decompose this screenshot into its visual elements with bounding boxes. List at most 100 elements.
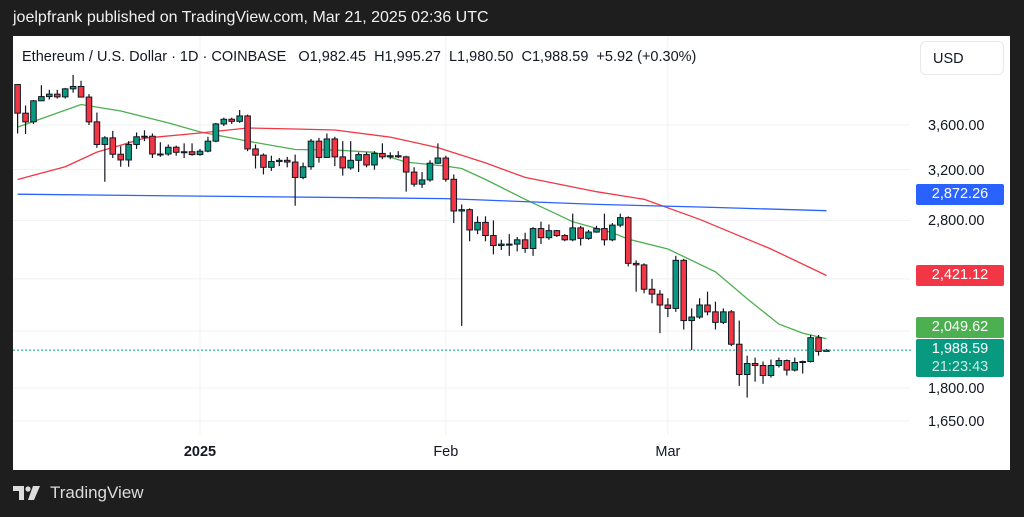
candle-body (529, 228, 537, 249)
candle (442, 155, 450, 182)
candle (537, 221, 545, 245)
candle (188, 143, 196, 156)
candle-body (141, 135, 148, 138)
candle (728, 310, 735, 347)
candle (640, 263, 648, 294)
candle (672, 255, 680, 312)
candle-body (505, 243, 513, 246)
candle (656, 290, 664, 334)
candle (815, 334, 822, 356)
candle (521, 232, 529, 253)
candle (212, 122, 220, 143)
currency-button[interactable]: USD (920, 41, 1004, 75)
candle-body (418, 179, 426, 185)
candle (632, 260, 640, 292)
candle (751, 357, 759, 382)
candle-body (569, 227, 577, 241)
candle-body (109, 137, 117, 155)
candle (482, 216, 489, 242)
candle-body (69, 85, 77, 90)
chart-panel[interactable] (13, 36, 1010, 470)
candle-body (577, 227, 584, 239)
candle-body (355, 154, 362, 161)
candles (14, 75, 830, 398)
candle (799, 360, 806, 374)
candle-body (450, 178, 458, 212)
ohlc-close: C1,988.59 (521, 49, 589, 65)
candle (545, 224, 553, 240)
price-axis-label: 1,800.00 (928, 381, 985, 397)
candle (553, 229, 561, 237)
candle-body (315, 140, 323, 158)
candle (720, 308, 727, 325)
candle (783, 359, 791, 376)
candle-body (720, 311, 727, 323)
candle-body (712, 311, 719, 323)
tradingview-logo[interactable]: TradingView (13, 483, 144, 503)
candle (252, 144, 259, 169)
candle-body (371, 152, 378, 166)
candle-body (363, 154, 370, 166)
candle-body (672, 259, 680, 309)
candle-body (466, 209, 473, 231)
candle-body (751, 362, 759, 366)
candle (180, 143, 188, 159)
candle-body (458, 209, 465, 212)
candle (593, 225, 600, 233)
candle (109, 130, 117, 159)
candle-body (545, 230, 553, 239)
candle (69, 75, 77, 93)
candle-body (426, 162, 434, 181)
candle-body (339, 156, 347, 169)
candle-body (680, 259, 688, 322)
candle (157, 142, 164, 157)
candle-body (125, 143, 132, 161)
candle-body (164, 146, 172, 155)
candle-body (593, 228, 600, 233)
candle (323, 133, 331, 159)
candle (410, 167, 418, 187)
candle (355, 152, 362, 173)
last-price-tag: 1,988.59 21:23:43 (916, 339, 1004, 377)
candle (434, 143, 442, 164)
candle-body (402, 156, 410, 173)
candle-body (616, 217, 624, 226)
candle-body (188, 151, 196, 156)
candle (30, 100, 37, 124)
candle-body (172, 146, 180, 153)
candle-body (133, 136, 140, 145)
candle (775, 357, 783, 368)
symbol-name: Ethereum / U.S. Dollar · 1D · COINBASE (22, 49, 287, 65)
candle-body (38, 96, 45, 102)
candle (38, 85, 45, 102)
candle (561, 234, 569, 242)
ohlc-low: L1,980.50 (448, 49, 514, 65)
candle-body (323, 138, 331, 158)
price-axis-label: 3,200.00 (928, 163, 985, 179)
candle-body (93, 121, 101, 145)
candle (664, 298, 672, 318)
time-axis-label: Feb (433, 444, 459, 460)
candle (85, 94, 93, 125)
candle-body (648, 288, 656, 295)
ohlc-high: H1,995.27 (374, 49, 441, 65)
price-axis-label: 3,600.00 (928, 118, 985, 134)
candle (688, 308, 695, 350)
candle (228, 117, 236, 124)
candle-body (379, 152, 386, 158)
candle-body (228, 118, 236, 122)
ohlc-open: O1,982.45 (298, 49, 367, 65)
candle-body (521, 239, 529, 249)
candle-body (601, 228, 608, 241)
candle-body (46, 93, 53, 98)
candle-body (291, 161, 299, 178)
candle (609, 223, 616, 242)
candle (61, 87, 69, 99)
bar-countdown: 21:23:43 (931, 359, 989, 375)
candle (759, 361, 767, 384)
brand-name: TradingView (50, 483, 144, 502)
moving-average-price-tag: 2,872.26 (916, 184, 1004, 205)
candle-body (585, 231, 592, 239)
candle (291, 154, 299, 206)
